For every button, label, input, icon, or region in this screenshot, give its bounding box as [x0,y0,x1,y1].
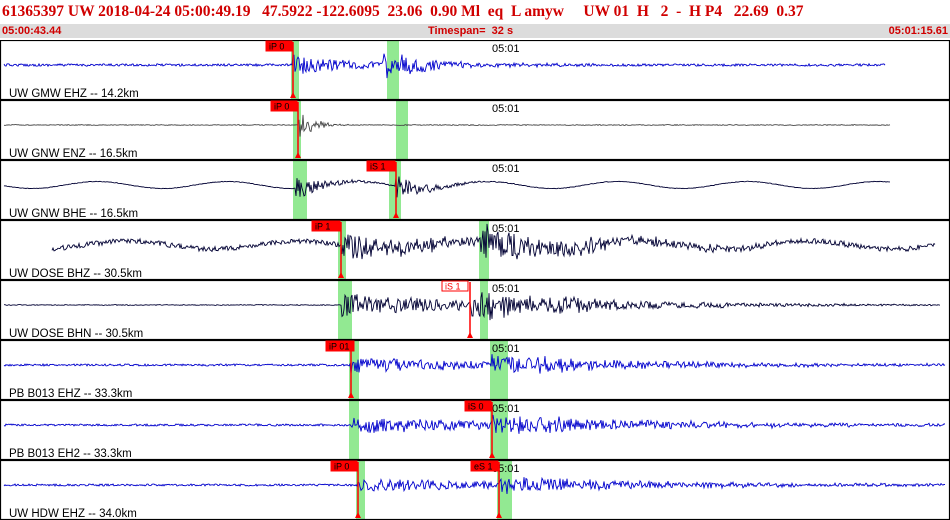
pick-window [389,160,401,220]
station-label: UW GNW BHE -- 16.5km [9,208,138,220]
timespan: Timespan= 32 s [428,25,514,37]
pick-label-box [325,340,355,352]
phase-pick[interactable]: iP 01 [325,340,355,398]
pick-label: iP 1 [315,222,330,232]
minute-marker: 05:01 [492,163,520,175]
pick-window [490,400,508,460]
station-label: UW GNW ENZ -- 16.5km [9,148,137,160]
pick-window [338,280,352,340]
pick-marker-icon [393,212,399,218]
phase-pick[interactable]: eS 1 [470,460,502,518]
pick-window [396,100,408,160]
station-label: PB B013 EH2 -- 33.3km [9,448,132,460]
pick-label: iS 1 [370,162,386,172]
pick-label: iS 1 [445,282,461,292]
pick-label: eS 1 [474,462,493,472]
pick-window [293,100,301,160]
pick-window [349,340,359,400]
pick-marker-icon [467,332,473,338]
pick-label-box [311,220,341,232]
seismic-trace [3,53,886,79]
trace-panel[interactable]: 05:01 iP 01 PB B013 EHZ -- 33.3km [0,339,950,401]
event-header: 61365397 UW 2018-04-24 05:00:49.19 47.59… [0,0,950,40]
trace-panel[interactable]: 05:01 iS 1 UW DOSE BHN -- 30.5km [0,279,950,341]
minute-marker: 05:01 [492,343,520,355]
station-label: UW HDW EHZ -- 34.0km [9,508,137,520]
pick-marker-icon [348,392,354,398]
trace-panel[interactable]: 05:01 iP 0 UW GMW EHZ -- 14.2km [0,40,950,101]
pick-window [387,40,399,100]
phase-pick[interactable]: iP 0 [265,40,296,98]
end-time: 05:01:15.61 [888,25,948,37]
seismic-trace [51,223,936,260]
pick-marker-icon [496,512,502,518]
trace-panel[interactable]: 05:01 iP 1 UW DOSE BHZ -- 30.5km [0,219,950,281]
pick-window [480,280,488,340]
pick-window [497,460,512,520]
seismic-trace [3,414,946,434]
trace-panel[interactable]: 05:01 iS 1 UW GNW BHE -- 16.5km [0,159,950,221]
station-label: PB B013 EHZ -- 33.3km [9,388,132,400]
pick-label-box [265,40,293,52]
phase-pick[interactable]: iS 1 [441,280,473,338]
phase-pick[interactable]: iS 1 [366,160,399,218]
pick-label-box [270,100,298,112]
trace-panel[interactable]: 05:01 iP 0 UW GNW ENZ -- 16.5km [0,99,950,161]
minute-marker: 05:01 [492,43,520,55]
seismic-trace [3,354,946,374]
minute-marker: 05:01 [492,283,520,295]
pick-label-box [441,280,469,292]
panel-border [0,99,950,161]
seismic-trace [3,476,946,495]
pick-marker-icon [338,272,344,278]
pick-marker-icon [489,452,495,458]
station-label: UW DOSE BHZ -- 30.5km [9,268,142,280]
pick-label: iP 01 [329,342,349,352]
pick-marker-icon [290,92,296,98]
pick-label: iP 0 [334,462,349,472]
seismic-trace [3,176,890,198]
pick-label: iP 0 [274,102,289,112]
phase-pick[interactable]: iS 0 [464,400,495,458]
pick-label-box [464,400,492,412]
pick-label-box [470,460,499,472]
pick-window [490,340,508,400]
pick-marker-icon [355,512,361,518]
pick-label-box [330,460,358,472]
seismic-trace [4,292,940,321]
station-label: UW GMW EHZ -- 14.2km [9,88,139,100]
panel-border [0,159,950,221]
minute-marker: 05:01 [492,223,520,235]
phase-pick[interactable]: iP 0 [330,460,361,518]
seismogram-panels[interactable]: 05:01 iP 0 UW GMW EHZ -- 14.2km 05:01 iP 0 UW… [0,40,950,520]
time-axis-bar: 05:00:43.44 Timespan= 32 s 05:01:15.61 [0,24,950,38]
phase-pick[interactable]: iP 1 [311,220,344,278]
minute-marker: 05:01 [492,403,520,415]
trace-canvas[interactable]: 05:01 iP 0 UW GMW EHZ -- 14.2km 05:01 iP 0 UW… [0,40,950,520]
minute-marker: 05:01 [492,103,520,115]
panel-border [0,40,950,101]
pick-label-box [366,160,396,172]
start-time: 05:00:43.44 [2,25,62,37]
pick-marker-icon [295,152,301,158]
pick-label: iP 0 [269,42,284,52]
event-summary: 61365397 UW 2018-04-24 05:00:49.19 47.59… [2,3,804,20]
panel-border [0,219,950,281]
pick-label: iS 0 [468,402,484,412]
phase-pick[interactable]: iP 0 [270,100,301,158]
seismic-trace [3,114,891,137]
station-label: UW DOSE BHN -- 30.5km [9,328,143,340]
trace-panel[interactable]: 05:01 iS 0 PB B013 EH2 -- 33.3km [0,399,950,461]
panel-border [0,339,950,401]
pick-window [349,400,359,460]
